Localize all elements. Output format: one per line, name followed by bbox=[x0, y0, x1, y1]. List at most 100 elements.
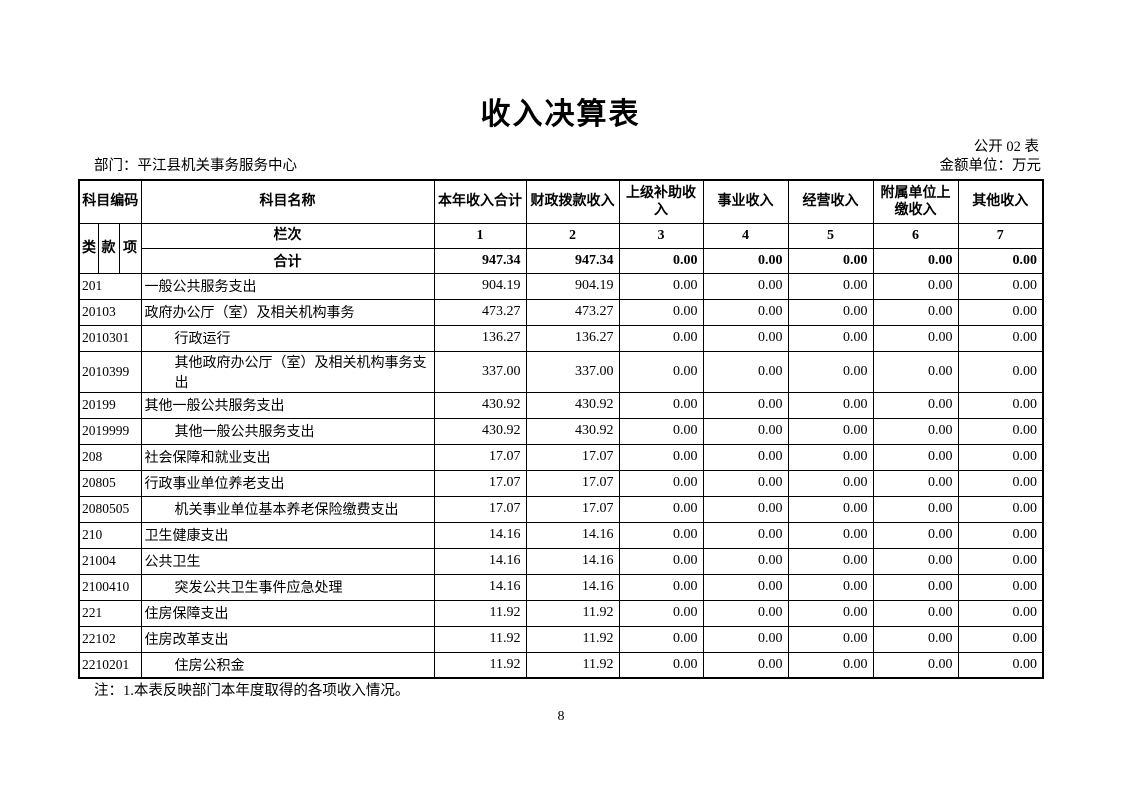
row-value: 0.00 bbox=[957, 298, 1044, 326]
row-value: 0.00 bbox=[787, 272, 874, 300]
table-row: 2010399 其他政府办公厅（室）及相关机构事务支出 337.00 337.0… bbox=[78, 350, 1044, 393]
header-code-item: 项 bbox=[118, 222, 142, 274]
row-code: 2010301 bbox=[78, 324, 142, 352]
row-name: 社会保障和就业支出 bbox=[140, 443, 435, 471]
document-sheet: 收入决算表 公开 02 表 部门：平江县机关事务服务中心 金额单位：万元 科目编… bbox=[78, 0, 1044, 701]
row-code: 22102 bbox=[78, 625, 142, 653]
row-value: 14.16 bbox=[525, 521, 620, 549]
row-value: 0.00 bbox=[787, 391, 874, 419]
row-value: 0.00 bbox=[872, 391, 959, 419]
meta-row: 部门：平江县机关事务服务中心 金额单位：万元 bbox=[78, 157, 1043, 175]
row-code: 20103 bbox=[78, 298, 142, 326]
row-value: 0.00 bbox=[787, 521, 874, 549]
row-value: 0.00 bbox=[702, 324, 789, 352]
row-value: 17.07 bbox=[433, 495, 527, 523]
row-value: 0.00 bbox=[702, 521, 789, 549]
row-value: 0.00 bbox=[702, 495, 789, 523]
row-value: 0.00 bbox=[872, 298, 959, 326]
row-value: 0.00 bbox=[957, 350, 1044, 393]
table-row: 2019999 其他一般公共服务支出 430.92 430.92 0.00 0.… bbox=[78, 417, 1044, 445]
row-value: 0.00 bbox=[872, 272, 959, 300]
row-value: 0.00 bbox=[702, 272, 789, 300]
row-value: 0.00 bbox=[702, 443, 789, 471]
row-value: 0.00 bbox=[872, 443, 959, 471]
total-value: 0.00 bbox=[702, 247, 789, 274]
header-code-class: 类 bbox=[78, 222, 99, 274]
row-value: 11.92 bbox=[433, 599, 527, 627]
income-table: 科目编码 科目名称 本年收入合计 财政拨款收入 上级补助收入 事业收入 经营收入… bbox=[78, 179, 1044, 679]
row-name: 住房公积金 bbox=[140, 651, 435, 679]
row-name: 机关事业单位基本养老保险缴费支出 bbox=[140, 495, 435, 523]
row-name: 行政事业单位养老支出 bbox=[140, 469, 435, 497]
row-value: 0.00 bbox=[787, 547, 874, 575]
row-name: 其他一般公共服务支出 bbox=[140, 391, 435, 419]
row-value: 0.00 bbox=[618, 417, 704, 445]
row-value: 0.00 bbox=[702, 298, 789, 326]
row-value: 0.00 bbox=[957, 443, 1044, 471]
table-row: 221 住房保障支出 11.92 11.92 0.00 0.00 0.00 0.… bbox=[78, 599, 1044, 627]
lanci-6: 6 bbox=[872, 222, 959, 249]
row-value: 0.00 bbox=[618, 298, 704, 326]
row-value: 11.92 bbox=[433, 625, 527, 653]
table-row: 2080505 机关事业单位基本养老保险缴费支出 17.07 17.07 0.0… bbox=[78, 495, 1044, 523]
row-value: 0.00 bbox=[872, 625, 959, 653]
row-value: 11.92 bbox=[525, 599, 620, 627]
total-value: 0.00 bbox=[618, 247, 704, 274]
total-value: 947.34 bbox=[433, 247, 527, 274]
table-row: 21004 公共卫生 14.16 14.16 0.00 0.00 0.00 0.… bbox=[78, 547, 1044, 575]
row-value: 0.00 bbox=[618, 272, 704, 300]
row-value: 0.00 bbox=[957, 391, 1044, 419]
row-name: 卫生健康支出 bbox=[140, 521, 435, 549]
total-value: 0.00 bbox=[787, 247, 874, 274]
row-code: 208 bbox=[78, 443, 142, 471]
table-row: 201 一般公共服务支出 904.19 904.19 0.00 0.00 0.0… bbox=[78, 272, 1044, 300]
row-value: 0.00 bbox=[787, 417, 874, 445]
row-value: 0.00 bbox=[702, 573, 789, 601]
row-value: 0.00 bbox=[872, 599, 959, 627]
row-value: 0.00 bbox=[872, 573, 959, 601]
row-value: 0.00 bbox=[702, 651, 789, 679]
row-value: 430.92 bbox=[525, 417, 620, 445]
row-value: 0.00 bbox=[702, 469, 789, 497]
row-value: 0.00 bbox=[957, 599, 1044, 627]
row-value: 14.16 bbox=[525, 573, 620, 601]
row-value: 0.00 bbox=[702, 391, 789, 419]
row-value: 0.00 bbox=[957, 469, 1044, 497]
row-value: 0.00 bbox=[702, 625, 789, 653]
row-code: 2210201 bbox=[78, 651, 142, 679]
row-value: 0.00 bbox=[957, 272, 1044, 300]
row-value: 11.92 bbox=[433, 651, 527, 679]
header-col-operating-income: 经营收入 bbox=[787, 179, 874, 224]
unit-label: 金额单位：万元 bbox=[939, 158, 1042, 174]
page-title: 收入决算表 bbox=[480, 98, 641, 131]
row-value: 0.00 bbox=[618, 651, 704, 679]
row-value: 0.00 bbox=[787, 324, 874, 352]
table-row: 20103 政府办公厅（室）及相关机构事务 473.27 473.27 0.00… bbox=[78, 298, 1044, 326]
row-value: 430.92 bbox=[525, 391, 620, 419]
row-name: 住房保障支出 bbox=[140, 599, 435, 627]
row-value: 337.00 bbox=[433, 350, 527, 393]
table-row: 22102 住房改革支出 11.92 11.92 0.00 0.00 0.00 … bbox=[78, 625, 1044, 653]
table-row: 2100410 突发公共卫生事件应急处理 14.16 14.16 0.00 0.… bbox=[78, 573, 1044, 601]
row-name: 一般公共服务支出 bbox=[140, 272, 435, 300]
lanci-5: 5 bbox=[787, 222, 874, 249]
row-value: 0.00 bbox=[787, 350, 874, 393]
row-value: 14.16 bbox=[433, 573, 527, 601]
row-value: 0.00 bbox=[957, 417, 1044, 445]
row-code: 201 bbox=[78, 272, 142, 300]
row-value: 473.27 bbox=[433, 298, 527, 326]
lanci-2: 2 bbox=[525, 222, 620, 249]
row-value: 0.00 bbox=[872, 350, 959, 393]
row-value: 0.00 bbox=[872, 521, 959, 549]
row-name: 政府办公厅（室）及相关机构事务 bbox=[140, 298, 435, 326]
row-value: 11.92 bbox=[525, 625, 620, 653]
lanci-7: 7 bbox=[957, 222, 1044, 249]
row-value: 0.00 bbox=[787, 469, 874, 497]
row-value: 0.00 bbox=[872, 324, 959, 352]
table-row: 208 社会保障和就业支出 17.07 17.07 0.00 0.00 0.00… bbox=[78, 443, 1044, 471]
lanci-1: 1 bbox=[433, 222, 527, 249]
row-value: 0.00 bbox=[702, 417, 789, 445]
row-code: 21004 bbox=[78, 547, 142, 575]
header-col-total-income: 本年收入合计 bbox=[433, 179, 527, 224]
header-name: 科目名称 bbox=[140, 179, 435, 224]
